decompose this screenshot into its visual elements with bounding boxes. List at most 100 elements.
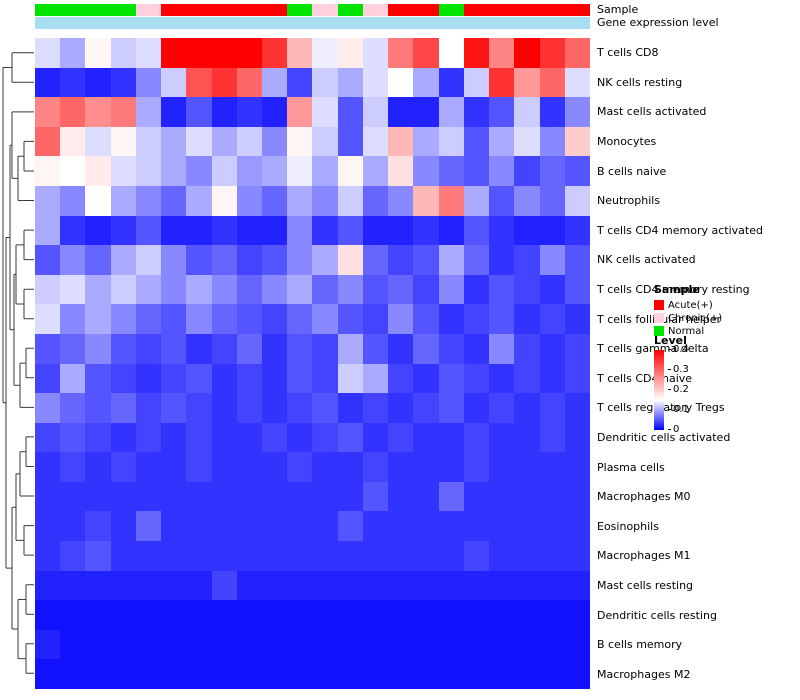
heatmap-cell bbox=[438, 245, 464, 275]
heatmap-cell bbox=[262, 304, 288, 334]
heatmap-cell bbox=[388, 452, 414, 482]
heatmap-cell bbox=[211, 600, 237, 630]
heatmap-cell bbox=[110, 126, 136, 157]
heatmap-cell bbox=[514, 245, 540, 275]
heatmap-cell bbox=[85, 393, 111, 423]
heatmap-cell bbox=[110, 304, 136, 334]
heatmap-cell bbox=[312, 393, 338, 423]
heatmap-cell bbox=[388, 600, 414, 630]
heatmap-cell bbox=[539, 304, 565, 334]
sample-annotation-cell bbox=[388, 4, 414, 16]
heatmap-cell bbox=[35, 156, 61, 186]
sample-annotation-bar bbox=[35, 4, 590, 16]
heatmap-cell bbox=[161, 67, 187, 98]
heatmap-cell bbox=[110, 570, 136, 601]
heatmap-cell bbox=[262, 422, 288, 453]
row-label: Plasma cells bbox=[597, 460, 665, 474]
heatmap-cell bbox=[110, 245, 136, 275]
heatmap-cell bbox=[362, 541, 389, 571]
heatmap-cell bbox=[463, 126, 490, 157]
heatmap-cell bbox=[35, 215, 61, 246]
heatmap-cell bbox=[514, 156, 540, 186]
sample-legend-item: Normal bbox=[654, 325, 722, 337]
heatmap-cell bbox=[287, 97, 313, 127]
heatmap-cell bbox=[211, 97, 237, 127]
heatmap-cell bbox=[161, 97, 187, 127]
heatmap-cell bbox=[262, 215, 288, 246]
heatmap-cell bbox=[337, 511, 363, 542]
heatmap-cell bbox=[362, 156, 389, 186]
heatmap-cell bbox=[85, 67, 111, 98]
heatmap-cell bbox=[413, 659, 439, 689]
heatmap-cell bbox=[287, 185, 313, 216]
heatmap-cell bbox=[312, 97, 338, 127]
heatmap-cell bbox=[539, 393, 565, 423]
level-tick-label: 0.4 bbox=[668, 345, 689, 355]
heatmap-cell bbox=[564, 333, 590, 364]
row-label: NK cells activated bbox=[597, 253, 696, 267]
row-label: T cells CD4 naive bbox=[597, 371, 693, 385]
heatmap-cell bbox=[110, 422, 136, 453]
sample-annotation-cell bbox=[35, 4, 61, 16]
sample-annotation-cell bbox=[337, 4, 363, 16]
heatmap-cell bbox=[489, 38, 515, 68]
legend-color-swatch bbox=[654, 313, 664, 323]
heatmap-cell bbox=[514, 274, 540, 305]
heatmap-cell bbox=[463, 185, 490, 216]
heatmap-cell bbox=[186, 97, 212, 127]
heatmap-cell bbox=[489, 126, 515, 157]
row-label: Dendritic cells activated bbox=[597, 430, 731, 444]
heatmap-cell bbox=[211, 481, 237, 512]
heatmap-cell bbox=[85, 511, 111, 542]
heatmap-cell bbox=[211, 422, 237, 453]
heatmap-cell bbox=[161, 245, 187, 275]
heatmap-cell bbox=[236, 511, 263, 542]
heatmap-cell bbox=[135, 38, 162, 68]
heatmap-cell bbox=[236, 629, 263, 660]
heatmap-cell bbox=[413, 156, 439, 186]
heatmap-cell bbox=[539, 97, 565, 127]
sample-annotation-cell bbox=[312, 4, 338, 16]
heatmap-cell bbox=[438, 511, 464, 542]
heatmap-cell bbox=[564, 659, 590, 689]
heatmap-cell bbox=[564, 245, 590, 275]
heatmap-cell bbox=[135, 67, 162, 98]
heatmap-cell bbox=[161, 38, 187, 68]
heatmap-cell bbox=[539, 156, 565, 186]
heatmap-cell bbox=[438, 570, 464, 601]
heatmap-cell bbox=[463, 393, 490, 423]
heatmap-cell bbox=[110, 333, 136, 364]
heatmap-cell bbox=[312, 67, 338, 98]
row-label: NK cells resting bbox=[597, 75, 683, 89]
heatmap-cell bbox=[85, 481, 111, 512]
sample-annotation-cell bbox=[514, 4, 540, 16]
heatmap-cell bbox=[362, 304, 389, 334]
heatmap-cell bbox=[362, 570, 389, 601]
heatmap-cell bbox=[514, 185, 540, 216]
heatmap-cell bbox=[135, 511, 162, 542]
heatmap-cell bbox=[514, 333, 540, 364]
heatmap-cell bbox=[413, 304, 439, 334]
heatmap-cell bbox=[312, 541, 338, 571]
heatmap-cell bbox=[135, 629, 162, 660]
heatmap-cell bbox=[438, 274, 464, 305]
heatmap-cell bbox=[362, 126, 389, 157]
heatmap-cell bbox=[236, 274, 263, 305]
heatmap-cell bbox=[514, 97, 540, 127]
heatmap-cell bbox=[312, 245, 338, 275]
level-tick-label: 0.2 bbox=[668, 385, 689, 395]
heatmap-cell bbox=[564, 97, 590, 127]
heatmap-cell bbox=[388, 333, 414, 364]
heatmap-cell bbox=[287, 422, 313, 453]
heatmap-cell bbox=[489, 511, 515, 542]
heatmap-cell bbox=[211, 511, 237, 542]
heatmap-cell bbox=[287, 659, 313, 689]
heatmap-cell bbox=[539, 422, 565, 453]
heatmap-cell bbox=[463, 67, 490, 98]
heatmap-cell bbox=[35, 126, 61, 157]
heatmap-cell bbox=[161, 511, 187, 542]
heatmap-cell bbox=[287, 452, 313, 482]
heatmap-cell bbox=[110, 185, 136, 216]
heatmap-cell bbox=[362, 600, 389, 630]
heatmap-cell bbox=[85, 126, 111, 157]
